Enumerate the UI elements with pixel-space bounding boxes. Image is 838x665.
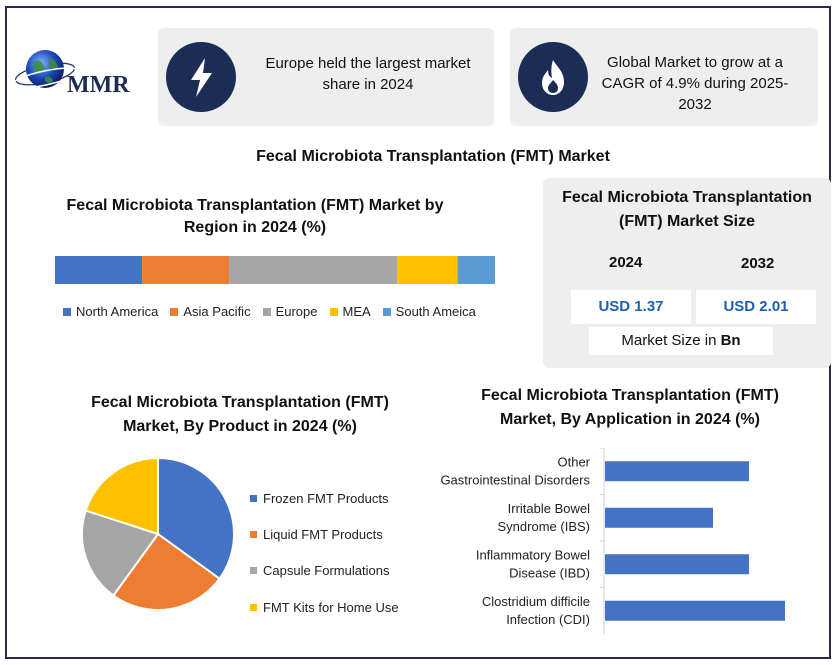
legend-swatch xyxy=(329,307,338,316)
product-legend: Frozen FMT Products Liquid FMT Products Ca… xyxy=(250,480,399,625)
pie-slice-frozen-fmt-products xyxy=(157,456,235,581)
market-size-title: Fecal Microbiota Transplantation (FMT) M… xyxy=(562,189,812,230)
legend-swatch xyxy=(250,567,257,575)
legend-label: Frozen FMT Products xyxy=(263,490,389,506)
application-bar xyxy=(605,600,785,621)
region-chart-title: Fecal Microbiota Transplantation (FMT) M… xyxy=(66,197,444,236)
application-chart-title: Fecal Microbiota Transplantation (FMT) M… xyxy=(481,387,779,428)
application-bar-chart: Other Gastrointestinal Disorders Irritable… xyxy=(440,448,785,634)
product-legend-item: Liquid FMT Products xyxy=(250,516,399,552)
insight-text-cagr: Global Market to grow at a CAGR of 4.9% … xyxy=(601,54,789,113)
legend-label: Capsule Formulations xyxy=(263,563,390,579)
application-bar xyxy=(605,461,749,482)
region-segment-north-america xyxy=(55,256,143,284)
legend-label: Liquid FMT Products xyxy=(263,526,383,542)
lightning-icon xyxy=(166,42,236,112)
unit-prefix: Market Size in xyxy=(621,332,721,349)
mmr-logo: MMR xyxy=(15,50,130,98)
year-2032-label: 2032 xyxy=(741,255,775,272)
legend-label: MEA xyxy=(342,304,371,319)
pie-slice-capsule-formulations xyxy=(81,509,160,597)
legend-swatch xyxy=(382,307,391,316)
market-size-unit: Market Size in Bn xyxy=(589,327,773,355)
legend-label: South Ameica xyxy=(395,304,476,319)
region-segment-south-ameica xyxy=(457,256,495,284)
flame-icon xyxy=(518,42,588,112)
market-size-panel: Fecal Microbiota Transplantation (FMT) M… xyxy=(543,178,831,368)
legend-swatch xyxy=(250,603,257,611)
product-legend-item: Capsule Formulations xyxy=(250,553,399,589)
legend-swatch xyxy=(250,494,257,502)
application-label: Irritable Bowel Syndrome (IBS) xyxy=(498,501,591,534)
legend-label: Asia Pacific xyxy=(183,304,251,319)
pie-slice-liquid-fmt-products xyxy=(111,532,221,611)
product-chart-title: Fecal Microbiota Transplantation (FMT) M… xyxy=(91,394,389,435)
region-legend-item: MEA xyxy=(329,304,371,319)
product-pie-chart xyxy=(81,456,235,611)
region-legend-item: South Ameica xyxy=(382,304,476,319)
main-title: Fecal Microbiota Transplantation (FMT) M… xyxy=(256,148,610,165)
value-2032: USD 2.01 xyxy=(696,290,816,324)
legend-swatch xyxy=(262,307,271,316)
logo-text: MMR xyxy=(67,72,130,98)
insight-text-region: Europe held the largest market share in … xyxy=(265,55,471,93)
legend-label: FMT Kits for Home Use xyxy=(263,599,399,615)
application-label: Other Gastrointestinal Disorders xyxy=(440,454,590,487)
region-segment-mea xyxy=(397,256,458,284)
product-legend-item: FMT Kits for Home Use xyxy=(250,589,399,625)
legend-swatch xyxy=(250,530,257,538)
application-label: Inflammatory Bowel Disease (IBD) xyxy=(476,547,590,580)
region-legend-item: Europe xyxy=(262,304,318,319)
region-segment-europe xyxy=(229,256,398,284)
application-bar xyxy=(605,554,749,575)
application-label: Clostridium difficile Infection (CDI) xyxy=(482,594,590,627)
pie-slice-fmt-kits-for-home-use xyxy=(84,456,159,536)
region-legend-item: Asia Pacific xyxy=(170,304,251,319)
insight-card-cagr: Global Market to grow at a CAGR of 4.9% … xyxy=(510,28,818,126)
year-2024-label: 2024 xyxy=(609,254,643,271)
region-stacked-bar xyxy=(55,256,495,284)
region-legend: North America Asia Pacific Europe MEA South … xyxy=(63,304,476,319)
region-segment-asia-pacific xyxy=(142,256,230,284)
product-legend-item: Frozen FMT Products xyxy=(250,480,399,516)
unit-bold: Bn xyxy=(720,332,741,349)
legend-label: Europe xyxy=(275,304,318,319)
region-legend-item: North America xyxy=(63,304,158,319)
legend-swatch xyxy=(63,307,71,316)
legend-label: North America xyxy=(76,304,159,319)
legend-swatch xyxy=(170,307,179,316)
value-2024: USD 1.37 xyxy=(571,290,691,324)
application-bar xyxy=(605,507,713,528)
insight-card-region: Europe held the largest market share in … xyxy=(158,28,494,126)
